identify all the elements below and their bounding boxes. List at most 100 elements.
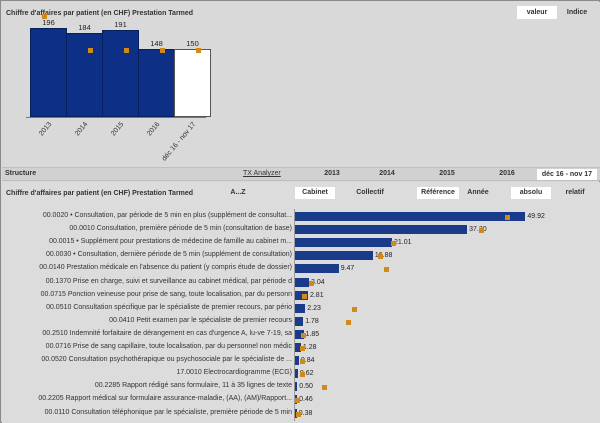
position-bar-value: 1.78	[305, 317, 319, 325]
year-tab-2015[interactable]: 2015	[439, 170, 455, 177]
annual-reference-marker	[88, 48, 93, 53]
bottom-chart-title: Chiffre d'affaires par patient (en CHF) …	[6, 190, 194, 197]
annual-bar-value: 148	[150, 39, 163, 49]
position-reference-marker	[301, 332, 307, 338]
position-label[interactable]: 00.0020 • Consultation, par période de 5…	[42, 212, 292, 219]
structure-label: Structure	[5, 170, 37, 177]
annual-bar[interactable]	[66, 33, 103, 117]
position-bar-value: 3.04	[311, 278, 325, 286]
position-bar-value: 2.81	[309, 291, 324, 299]
position-bar[interactable]	[295, 356, 299, 366]
tx-analyzer-link[interactable]: TX Analyzer	[243, 170, 281, 177]
position-label[interactable]: 00.0010 Consultation, première période d…	[69, 225, 292, 233]
position-bar[interactable]	[295, 343, 301, 352]
annual-reference-marker	[42, 13, 47, 19]
position-label[interactable]: 00.2285 Rapport rédigé sans formulaire, …	[94, 382, 292, 390]
position-bar[interactable]	[295, 251, 373, 261]
position-bar[interactable]	[295, 277, 310, 287]
position-label[interactable]: 00.0510 Consultation spécifique par le s…	[46, 303, 292, 311]
position-bar[interactable]	[295, 225, 468, 235]
absolu-toggle[interactable]: absolu	[511, 187, 551, 199]
position-bar[interactable]	[295, 316, 304, 326]
position-reference-marker	[351, 306, 357, 312]
position-bar-value: 0.46	[299, 396, 313, 404]
position-reference-marker	[378, 254, 383, 260]
position-bar[interactable]	[295, 238, 392, 248]
position-label[interactable]: 00.0015 • Supplément pour prestations de…	[49, 238, 292, 246]
position-bar-value: 37.30	[469, 226, 487, 234]
top-chart-panel: Chiffre d'affaires par patient (en CHF) …	[2, 2, 600, 167]
annual-x-tick-label: déc 16 - nov 17	[160, 121, 198, 163]
position-reference-marker	[299, 359, 305, 365]
position-reference-marker	[308, 280, 314, 286]
position-label[interactable]: 00.0140 Prestation médicale en l'absence…	[39, 264, 292, 272]
position-reference-marker	[479, 228, 485, 234]
structure-bar: Structure TX Analyzer 2013 2014 2015 201…	[2, 167, 600, 181]
year-tab-2013[interactable]: 2013	[324, 170, 340, 177]
position-bar-value: 21.01	[393, 239, 412, 247]
annual-reference-marker	[124, 48, 129, 53]
annual-bar[interactable]	[138, 49, 175, 117]
position-reference-marker	[300, 346, 305, 351]
position-reference-marker	[384, 267, 389, 273]
position-reference-marker	[299, 372, 305, 378]
top-chart-title: Chiffre d'affaires par patient (en CHF) …	[6, 10, 194, 17]
position-label[interactable]: 00.0110 Consultation téléphonique par le…	[44, 408, 292, 416]
position-bar-value: 1.85	[305, 330, 320, 338]
annual-bar-value: 196	[42, 17, 55, 27]
annual-reference-marker	[196, 48, 201, 53]
position-bar-value: 49.92	[527, 213, 545, 220]
position-label[interactable]: 00.1370 Prise en charge, suivi et survei…	[45, 277, 292, 285]
position-label[interactable]: 00.0520 Consultation psychothérapique ou…	[41, 356, 292, 364]
position-reference-marker	[346, 319, 352, 325]
position-label[interactable]: 17.0010 Electrocardiogramme (ECG)	[176, 369, 292, 377]
annual-reference-marker	[160, 48, 165, 53]
cabinet-toggle[interactable]: Cabinet	[295, 187, 335, 199]
position-bar[interactable]	[295, 329, 304, 339]
annual-bar[interactable]	[30, 27, 67, 117]
year-tab-2014[interactable]: 2014	[379, 170, 395, 177]
sort-az-button[interactable]: A...Z	[230, 189, 246, 196]
position-bar[interactable]	[295, 290, 308, 300]
position-bar[interactable]	[295, 212, 526, 221]
position-bar-value: 2.23	[307, 304, 321, 312]
position-bar-value: 0.84	[300, 357, 315, 365]
position-bar[interactable]	[295, 303, 306, 313]
position-reference-marker	[295, 398, 301, 404]
valeur-toggle[interactable]: valeur	[517, 6, 557, 19]
position-label[interactable]: 00.0030 • Consultation, dernière période…	[45, 251, 292, 259]
position-label[interactable]: 00.2205 Rapport médical sur formulaire a…	[38, 395, 292, 403]
position-bar[interactable]	[295, 369, 298, 379]
position-label[interactable]: 00.0410 Petit examen par le spécialiste …	[109, 316, 292, 324]
indice-toggle[interactable]: Indice	[566, 9, 588, 16]
position-bar[interactable]	[295, 264, 339, 274]
year-tab-current[interactable]: déc 16 - nov 17	[537, 169, 597, 180]
annual-bar[interactable]	[102, 29, 139, 117]
position-reference-marker	[505, 215, 511, 220]
position-bar-value: 16.88	[374, 252, 393, 260]
bar-axis	[294, 209, 295, 421]
position-bar-value: 0.50	[299, 383, 313, 391]
position-bar[interactable]	[295, 382, 298, 392]
collectif-toggle[interactable]: Collectif	[356, 189, 384, 196]
relatif-toggle[interactable]: relatif	[565, 189, 585, 196]
annual-bar-value: 184	[78, 23, 91, 32]
reference-toggle[interactable]: Référence	[417, 187, 459, 199]
position-reference-marker	[295, 411, 301, 417]
position-label[interactable]: 00.0716 Prise de sang capillaire, toute …	[45, 343, 292, 350]
position-reference-marker	[302, 293, 308, 299]
position-reference-marker	[322, 385, 328, 391]
annual-bar[interactable]	[174, 48, 211, 117]
year-tab-2016[interactable]: 2016	[499, 170, 515, 177]
position-bar-value: 0.62	[299, 370, 314, 378]
position-bar-value: 1.28	[302, 344, 317, 351]
position-label[interactable]: 00.2510 Indemnité forfaitaire de dérange…	[42, 329, 292, 337]
annual-bar-value: 191	[114, 19, 127, 29]
annee-toggle[interactable]: Année	[467, 189, 489, 196]
position-label[interactable]: 00.0715 Ponction veineuse pour prise de …	[40, 290, 292, 298]
bottom-chart-panel: Chiffre d'affaires par patient (en CHF) …	[2, 182, 600, 423]
annual-chart-baseline	[26, 117, 206, 118]
position-bar-value: 0.38	[298, 409, 313, 417]
position-bar-value: 9.47	[340, 265, 355, 273]
